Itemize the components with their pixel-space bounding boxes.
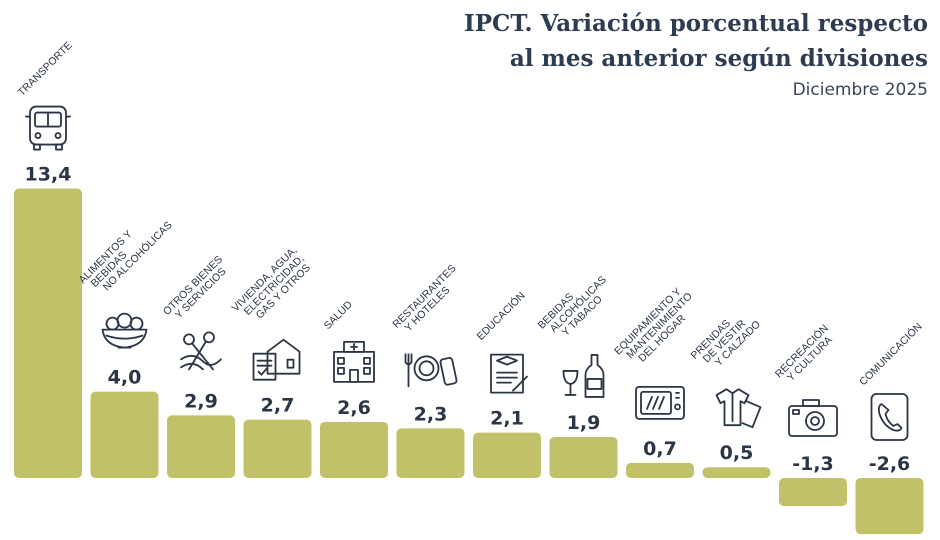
- house-icon: [252, 338, 301, 381]
- bar: [396, 428, 465, 478]
- scissors-icon: [180, 331, 222, 371]
- category-label: OTROS BIENESY SERVICIOS: [161, 254, 233, 326]
- clothes-icon: [715, 388, 762, 429]
- category-label: EQUIPAMIENTO YMANTENIMIENTODEL HOGAR: [612, 283, 702, 373]
- category-label: ALIMENTOS YBEBIDASNO ALCOHÓLICAS: [77, 204, 175, 302]
- bar: [14, 188, 82, 478]
- bar: [549, 436, 618, 478]
- category-label: TRANSPORTE: [16, 40, 75, 99]
- value-label: 2,6: [337, 397, 371, 419]
- value-label: 2,1: [490, 408, 524, 430]
- phone-icon: [870, 393, 909, 441]
- restaurant-icon: [404, 353, 458, 388]
- category-label: VIVIENDA, AGUA,ELECTRICIDAD,GAS Y OTROS: [230, 244, 316, 330]
- value-label: 0,7: [643, 438, 677, 460]
- value-label: -2,6: [869, 453, 911, 475]
- value-label: 4,0: [108, 367, 142, 389]
- chart-title: IPCT. Variación porcentual respecto al m…: [464, 6, 928, 76]
- bar: [473, 432, 541, 478]
- bar: [243, 419, 312, 478]
- value-label: 13,4: [25, 164, 72, 186]
- bar: [626, 462, 694, 478]
- category-label: PRENDASDE VESTIRY CALZADO: [689, 303, 763, 377]
- value-label: 2,9: [184, 390, 218, 412]
- category-label: RESTAURANTESY HOTELES: [390, 262, 466, 338]
- chart-title-line-1: IPCT. Variación porcentual respecto: [463, 10, 928, 37]
- value-label: 1,9: [567, 412, 601, 434]
- bar: [779, 478, 847, 507]
- category-label: RECREACIÓNY CULTURA: [772, 322, 838, 388]
- bus-icon: [25, 105, 71, 151]
- bar: [320, 421, 388, 478]
- microwave-icon: [635, 385, 685, 420]
- chart-subtitle: Diciembre 2025: [792, 80, 928, 100]
- value-label: -1,3: [792, 453, 834, 475]
- bar: [90, 391, 159, 478]
- category-label: COMUNICACIÓN: [856, 320, 924, 388]
- value-label: 2,3: [414, 403, 448, 425]
- food-bowl-icon: [101, 312, 148, 349]
- camera-icon: [788, 399, 838, 437]
- bar: [167, 415, 235, 478]
- hospital-icon: [333, 340, 375, 383]
- category-label: BEBIDASALCOHÓLICASY TABACO: [536, 266, 617, 347]
- value-label: 2,7: [261, 395, 295, 417]
- wine-icon: [562, 354, 605, 398]
- education-icon: [490, 353, 528, 394]
- value-label: 0,5: [720, 442, 754, 464]
- bar: [702, 467, 771, 478]
- category-label: EDUCACIÓN: [474, 289, 528, 343]
- category-label: SALUD: [322, 298, 356, 332]
- bar: [855, 478, 924, 535]
- chart-title-line-2: al mes anterior según divisiones: [509, 45, 928, 72]
